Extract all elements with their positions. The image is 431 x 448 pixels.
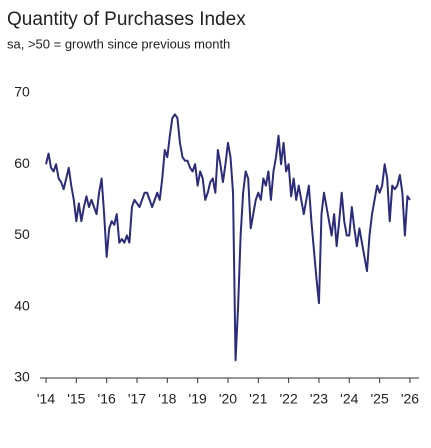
x-tick-label: '15 [67,391,85,407]
y-tick-label: 70 [14,84,30,100]
chart-subtitle: sa, >50 = growth since previous month [7,36,230,51]
x-tick-label: '26 [401,391,419,407]
x-tick-label: '23 [310,391,328,407]
x-tick-label: '20 [219,391,237,407]
x-tick-label: '24 [340,391,358,407]
x-tick-label: '25 [370,391,388,407]
y-tick-label: 60 [14,155,30,171]
x-tick-label: '21 [249,391,267,407]
chart-title: Quantity of Purchases Index [7,9,246,30]
x-tick-label: '22 [280,391,298,407]
x-tick-label: '19 [189,391,207,407]
y-tick-label: 40 [14,297,30,313]
x-tick-label: '17 [128,391,146,407]
y-tick-label: 50 [14,226,30,242]
x-tick-label: '14 [37,391,55,407]
y-tick-label: 30 [14,369,30,385]
x-tick-label: '18 [158,391,176,407]
x-tick-label: '16 [98,391,116,407]
line [45,113,411,362]
